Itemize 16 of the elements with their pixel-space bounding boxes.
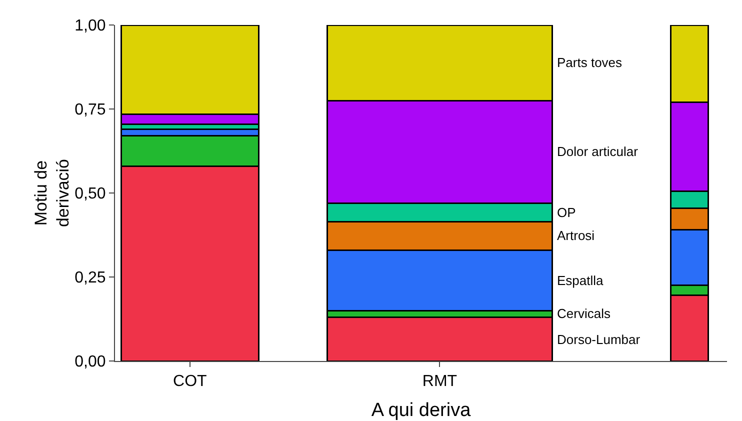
series-label: OP bbox=[557, 205, 576, 220]
y-tick-label: 0,50 bbox=[74, 186, 106, 203]
series-label: Cervicals bbox=[557, 306, 611, 321]
y-tick-label: 0,00 bbox=[74, 354, 106, 371]
x-tick-label: COT bbox=[173, 373, 208, 390]
series-label: Parts toves bbox=[557, 55, 623, 70]
y-tick-label: 1,00 bbox=[74, 18, 106, 35]
series-label: Artrosi bbox=[557, 228, 595, 243]
x-tick-label: RMT bbox=[422, 373, 458, 390]
series-label: Dorso-Lumbar bbox=[557, 332, 641, 347]
y-axis-title: Motiu de derivació bbox=[32, 158, 73, 228]
series-label: Espatlla bbox=[557, 273, 604, 288]
y-tick-label: 0,75 bbox=[74, 102, 106, 119]
series-label: Dolor articular bbox=[557, 144, 639, 159]
x-axis-title: A qui deriva bbox=[371, 400, 472, 421]
y-tick-label: 0,25 bbox=[74, 270, 106, 287]
